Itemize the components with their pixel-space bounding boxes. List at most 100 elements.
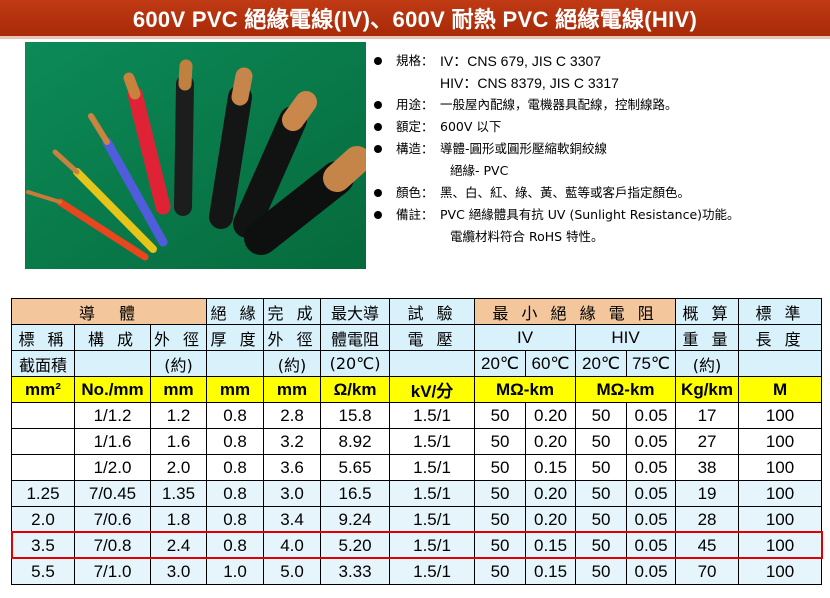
table-cell: 50 — [474, 402, 527, 429]
table-row: 1.25 7/0.45 1.35 0.8 3.0 16.5 1.5/1 50 0.20 50 0.0… — [11, 480, 823, 507]
spec-item-remark-cont: 電纜材料符合 RoHS 特性。 — [374, 226, 824, 248]
header-empty — [206, 350, 265, 377]
header-nominal: 標 稱 — [11, 324, 75, 351]
spec-key: 用途： — [396, 97, 434, 112]
table-cell: 0.05 — [626, 480, 677, 507]
table-cell: 50 — [575, 480, 628, 507]
spec-table-container: 導 體 絕 緣 完 成 最大導 試 驗 最 小 絕 緣 電 阻 概 算 標 準 … — [11, 298, 825, 597]
header-finished: 完 成 — [263, 298, 322, 325]
unit-cell: No./mm — [74, 376, 151, 403]
table-cell: 0.20 — [525, 428, 577, 455]
table-cell: 100 — [738, 558, 823, 585]
spec-item-color: 顏色： 黑、白、紅、綠、黃、藍等或客戶指定顏色。 — [374, 182, 824, 204]
table-cell: 5.5 — [11, 558, 75, 585]
header-20c: (20℃) — [320, 350, 391, 377]
bullet-icon — [374, 145, 382, 153]
header-conductor: 導 體 — [11, 298, 208, 325]
table-cell: 9.24 — [320, 506, 391, 533]
header-iv-20c: 20℃ — [474, 350, 527, 377]
table-cell: 1.5/1 — [389, 532, 476, 559]
header-empty — [738, 350, 823, 377]
table-cell: 50 — [575, 532, 628, 559]
header-iv: IV — [474, 324, 577, 351]
table-cell: 27 — [675, 428, 740, 455]
table-cell: 50 — [575, 428, 628, 455]
header-empty — [389, 350, 476, 377]
table-row: 5.5 7/1.0 3.0 1.0 5.0 3.33 1.5/1 50 0.15 50 0.05 70… — [11, 558, 823, 585]
table-cell: 70 — [675, 558, 740, 585]
spec-key: 顏色： — [396, 185, 434, 200]
bullet-icon — [374, 211, 382, 219]
table-cell: 0.8 — [206, 402, 265, 429]
table-row: 3.5 7/0.8 2.4 0.8 4.0 5.20 1.5/1 50 0.15 50 0.05 45… — [11, 532, 823, 559]
table-cell: 1.5/1 — [389, 428, 476, 455]
table-cell: 1/1.2 — [74, 402, 151, 429]
table-cell: 3.2 — [263, 428, 322, 455]
table-cell: 50 — [474, 532, 527, 559]
header-empty — [74, 350, 151, 377]
unit-cell: mm² — [11, 376, 75, 403]
header-od: 外 徑 — [149, 324, 208, 351]
wire-samples-photo — [25, 42, 366, 269]
header-thickness: 厚 度 — [206, 324, 265, 351]
bullet-icon — [374, 189, 382, 197]
table-cell: 1.0 — [206, 558, 265, 585]
title-underline — [0, 36, 830, 39]
table-cell — [11, 454, 75, 481]
table-cell: 1.2 — [149, 402, 208, 429]
header-insulation: 絕 緣 — [206, 298, 265, 325]
wire-samples-illustration — [25, 42, 366, 269]
bullet-icon — [374, 123, 382, 131]
unit-cell: mm — [206, 376, 265, 403]
table-cell — [11, 402, 75, 429]
table-cell: 0.15 — [525, 532, 577, 559]
table-cell: 3.0 — [263, 480, 322, 507]
spec-list: 規格： IV：CNS 679, JIS C 3307 HIV：CNS 8379,… — [374, 50, 824, 248]
spec-item-remark: 備註： PVC 絕緣體具有抗 UV (Sunlight Resistance)功… — [374, 204, 824, 226]
table-cell: 50 — [474, 506, 527, 533]
table-cell: 100 — [738, 532, 823, 559]
table-cell: 50 — [474, 428, 527, 455]
table-cell: 0.8 — [206, 454, 265, 481]
table-cell: 19 — [675, 480, 740, 507]
table-cell: 0.15 — [525, 558, 577, 585]
table-row: 1/2.0 2.0 0.8 3.6 5.65 1.5/1 50 0.15 50 0.05 38 100 — [11, 454, 823, 481]
spec-value: 電纜材料符合 RoHS 特性。 — [450, 229, 604, 244]
table-cell: 0.20 — [525, 506, 577, 533]
header-finished-od: 外 徑 — [263, 324, 322, 351]
unit-cell: Kg/km — [675, 376, 740, 403]
table-cell: 0.8 — [206, 506, 265, 533]
unit-cell: mm — [149, 376, 208, 403]
table-cell: 0.05 — [626, 558, 677, 585]
table-row: 1/1.2 1.2 0.8 2.8 15.8 1.5/1 50 0.20 50 0.05 17 100 — [11, 402, 823, 429]
bullet-icon — [374, 57, 382, 65]
header-construction: 構 成 — [74, 324, 151, 351]
unit-cell: M — [738, 376, 823, 403]
unit-cell: MΩ-km — [575, 376, 677, 403]
spec-key: 備註： — [396, 207, 434, 222]
table-cell: 3.6 — [263, 454, 322, 481]
spec-table: 導 體 絕 緣 完 成 最大導 試 驗 最 小 絕 緣 電 阻 概 算 標 準 … — [11, 298, 823, 585]
page-title: 600V PVC 絕緣電線(IV)、600V 耐熱 PVC 絕緣電線(HIV) — [132, 7, 698, 32]
spec-item-usage: 用途： 一般屋內配線，電機器具配線，控制線路。 — [374, 94, 824, 116]
table-cell: 5.20 — [320, 532, 391, 559]
header-length: 標 準 — [738, 298, 823, 325]
table-cell: 3.0 — [149, 558, 208, 585]
table-cell: 4.0 — [263, 532, 322, 559]
table-cell: 45 — [675, 532, 740, 559]
table-cell: 1.5/1 — [389, 402, 476, 429]
table-cell: 50 — [575, 558, 628, 585]
spec-key: 構造： — [396, 141, 434, 156]
table-cell: 100 — [738, 480, 823, 507]
spec-key: 規格： — [396, 53, 434, 68]
table-cell: 0.05 — [626, 428, 677, 455]
table-cell: 1.5/1 — [389, 480, 476, 507]
spec-item-standard-cont: HIV：CNS 8379, JIS C 3317 — [374, 72, 824, 94]
header-weight: 概 算 — [675, 298, 740, 325]
table-cell: 1.5/1 — [389, 454, 476, 481]
table-cell: 0.8 — [206, 532, 265, 559]
unit-cell: mm — [263, 376, 322, 403]
table-cell: 50 — [575, 506, 628, 533]
spec-key: 額定： — [396, 119, 434, 134]
header-voltage: 電 壓 — [389, 324, 476, 351]
